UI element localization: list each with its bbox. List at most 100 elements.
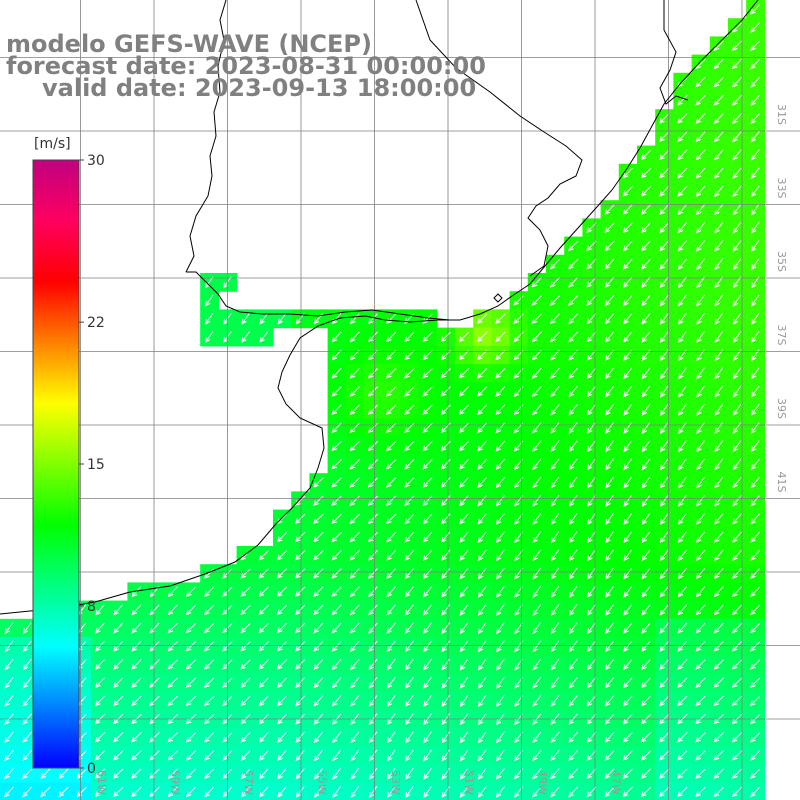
wind-arrow	[459, 567, 469, 580]
wind-arrow	[532, 749, 542, 762]
wind-arrow	[750, 131, 760, 143]
wind-arrow	[240, 659, 251, 670]
wind-arrow	[586, 658, 596, 671]
wind-arrow	[386, 495, 397, 507]
wind-arrow	[313, 495, 324, 506]
wind-arrow	[677, 531, 687, 543]
wind-arrow	[459, 477, 469, 489]
wind-arrow	[422, 368, 433, 379]
wind-arrow	[695, 659, 706, 670]
wind-arrow	[659, 276, 669, 289]
wind-arrow	[550, 585, 560, 598]
wind-arrow	[678, 440, 687, 453]
wind-arrow	[641, 240, 651, 252]
wind-arrow	[750, 203, 760, 216]
wind-arrow	[713, 568, 724, 580]
wind-arrow	[496, 731, 505, 744]
wind-arrow	[94, 695, 105, 707]
wind-arrow	[623, 549, 633, 562]
wind-arrow	[459, 586, 469, 598]
wind-arrow	[404, 586, 414, 598]
wind-arrow	[313, 622, 324, 634]
wind-arrow	[40, 768, 51, 780]
wind-arrow	[550, 567, 560, 580]
wind-arrow	[659, 403, 669, 416]
wind-arrow	[131, 640, 142, 652]
wind-arrow	[386, 658, 396, 671]
wind-arrow	[550, 768, 560, 780]
wind-arrow	[477, 640, 487, 653]
wind-arrow	[531, 331, 542, 343]
wind-arrow	[477, 513, 487, 525]
wind-arrow	[131, 768, 142, 779]
wind-arrow	[622, 768, 633, 780]
wind-arrow	[678, 385, 687, 398]
wind-arrow	[732, 185, 742, 198]
wind-arrow	[750, 768, 761, 780]
wind-arrow	[441, 604, 451, 616]
wind-arrow	[4, 749, 14, 762]
wind-arrow	[477, 676, 487, 689]
wind-arrow	[294, 568, 306, 579]
wind-arrow	[750, 385, 760, 398]
wind-arrow	[405, 749, 414, 762]
wind-arrow	[95, 604, 105, 616]
wind-arrow	[605, 403, 614, 416]
wind-arrow	[531, 404, 542, 416]
wind-arrow	[713, 677, 724, 688]
wind-arrow	[640, 185, 651, 197]
wind-arrow	[204, 568, 215, 579]
wind-arrow	[678, 458, 687, 471]
wind-arrow	[459, 604, 469, 616]
wind-arrow	[167, 677, 178, 688]
wind-arrow	[750, 331, 760, 344]
wind-arrow	[568, 476, 578, 489]
wind-arrow	[277, 313, 287, 325]
wind-arrow	[714, 312, 724, 325]
wind-arrow	[295, 695, 305, 707]
wind-arrow	[349, 440, 360, 452]
wind-arrow	[440, 458, 451, 470]
wind-arrow	[713, 604, 724, 616]
wind-arrow	[695, 677, 706, 689]
wind-arrow	[750, 149, 760, 161]
wind-arrow	[404, 513, 415, 525]
wind-arrow	[276, 622, 287, 634]
wind-arrow	[713, 659, 724, 670]
wind-arrow	[550, 458, 560, 471]
wind-arrow	[658, 786, 670, 798]
wind-arrow	[750, 22, 761, 33]
wind-arrow	[204, 312, 214, 325]
wind-arrow	[750, 258, 760, 271]
wind-arrow	[750, 221, 760, 234]
wind-arrow	[185, 659, 197, 670]
wind-arrow	[495, 386, 506, 397]
wind-arrow	[731, 604, 742, 616]
wind-arrow	[532, 585, 542, 598]
wind-arrow	[586, 240, 597, 252]
wind-arrow	[495, 768, 505, 780]
wind-arrow	[441, 586, 451, 598]
wind-arrow	[678, 294, 687, 307]
wind-arrow	[750, 495, 760, 507]
wind-arrow	[349, 622, 360, 634]
wind-arrow	[695, 549, 706, 562]
wind-arrow	[549, 295, 560, 306]
wind-arrow	[368, 658, 378, 671]
longitude-label: 61W	[95, 770, 108, 795]
wind-arrow	[349, 495, 360, 506]
wind-arrow	[586, 276, 597, 288]
wind-arrow	[295, 641, 306, 652]
wind-arrow	[532, 531, 542, 544]
wind-arrow	[695, 640, 706, 652]
wind-arrow	[749, 641, 761, 652]
wind-arrow	[731, 695, 743, 707]
wind-arrow	[405, 658, 414, 671]
wind-arrow	[623, 367, 633, 380]
wind-arrow	[605, 640, 615, 653]
wind-arrow	[167, 659, 178, 670]
wind-arrow	[568, 404, 578, 416]
wind-arrow	[659, 222, 669, 234]
wind-arrow	[641, 258, 651, 270]
wind-arrow	[259, 331, 269, 343]
